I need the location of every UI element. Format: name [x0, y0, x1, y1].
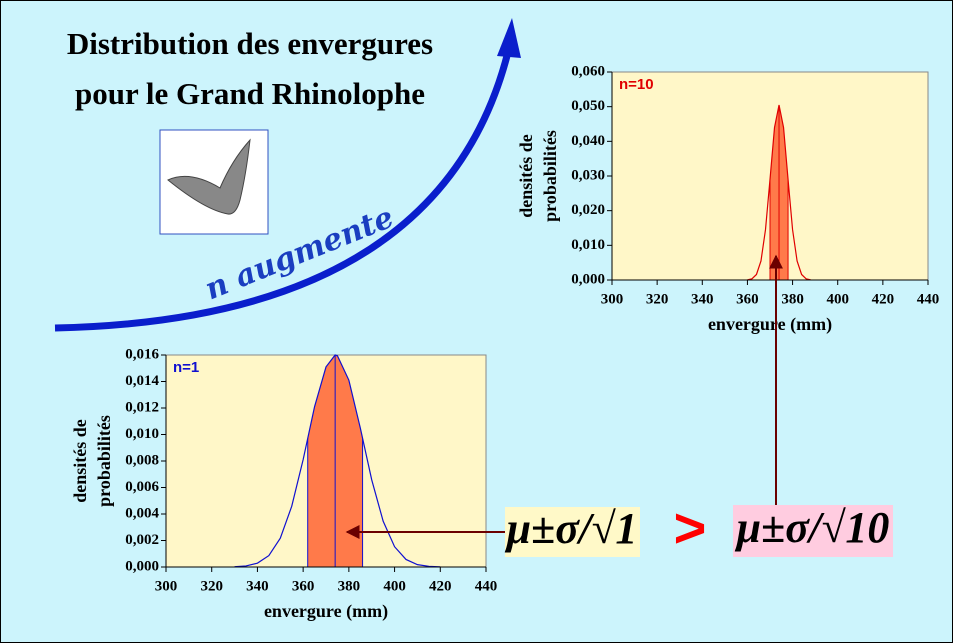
- formula: μ±σ/√10: [735, 503, 890, 552]
- x-tick-label: 400: [383, 578, 406, 594]
- y-tick-label: 0,008: [125, 452, 159, 468]
- x-tick-label: 360: [292, 578, 315, 594]
- formula-box: [505, 507, 640, 557]
- x-tick-label: 340: [246, 578, 269, 594]
- density-curve: [234, 354, 441, 568]
- y-tick-label: 0,000: [125, 558, 159, 574]
- y-axis-label: probabilités: [540, 130, 560, 222]
- y-tick-label: 0,010: [125, 426, 159, 442]
- x-tick-label: 380: [781, 291, 804, 307]
- y-tick-label: 0,012: [125, 399, 159, 415]
- x-axis-label: envergure (mm): [708, 314, 832, 335]
- x-tick-label: 300: [601, 291, 624, 307]
- x-tick-label: 320: [646, 291, 669, 307]
- x-tick-label: 420: [872, 291, 895, 307]
- y-tick-label: 0,002: [125, 532, 159, 548]
- formula-box: [733, 505, 893, 557]
- density-curve: [747, 104, 811, 281]
- comparison: >: [674, 496, 707, 559]
- annotation: n=10: [619, 76, 654, 93]
- x-tick-label: 320: [200, 578, 223, 594]
- x-tick-label: 440: [475, 578, 498, 594]
- x-tick-label: 340: [691, 291, 714, 307]
- x-tick-label: 400: [826, 291, 849, 307]
- y-tick-label: 0,006: [125, 479, 159, 495]
- x-tick-label: 380: [338, 578, 361, 594]
- formula: μ±σ/√1: [505, 504, 638, 553]
- y-axis-label: probabilités: [94, 415, 114, 507]
- y-axis-label: densités de: [70, 419, 90, 503]
- y-tick-label: 0,020: [571, 202, 605, 218]
- y-tick-label: 0,050: [571, 98, 605, 114]
- title-line: Distribution des envergures: [67, 26, 433, 61]
- y-tick-label: 0,000: [571, 271, 605, 287]
- y-tick-label: 0,040: [571, 133, 605, 149]
- y-tick-label: 0,014: [125, 373, 159, 389]
- x-tick-label: 420: [429, 578, 452, 594]
- trend-arrow: [54, 51, 512, 332]
- x-tick-label: 300: [155, 578, 178, 594]
- y-tick-label: 0,060: [571, 63, 605, 79]
- trend-arrow-head: [497, 18, 521, 58]
- y-tick-label: 0,004: [125, 505, 159, 521]
- annotation: n=1: [173, 359, 199, 376]
- y-tick-label: 0,010: [571, 237, 605, 253]
- y-axis-label: densités de: [516, 134, 536, 218]
- y-tick-label: 0,030: [571, 167, 605, 183]
- x-tick-label: 440: [917, 291, 940, 307]
- title-line: pour le Grand Rhinolophe: [75, 76, 425, 111]
- x-axis-label: envergure (mm): [264, 601, 388, 622]
- bat-image: [159, 129, 269, 235]
- y-tick-label: 0,016: [125, 346, 159, 362]
- x-tick-label: 360: [736, 291, 759, 307]
